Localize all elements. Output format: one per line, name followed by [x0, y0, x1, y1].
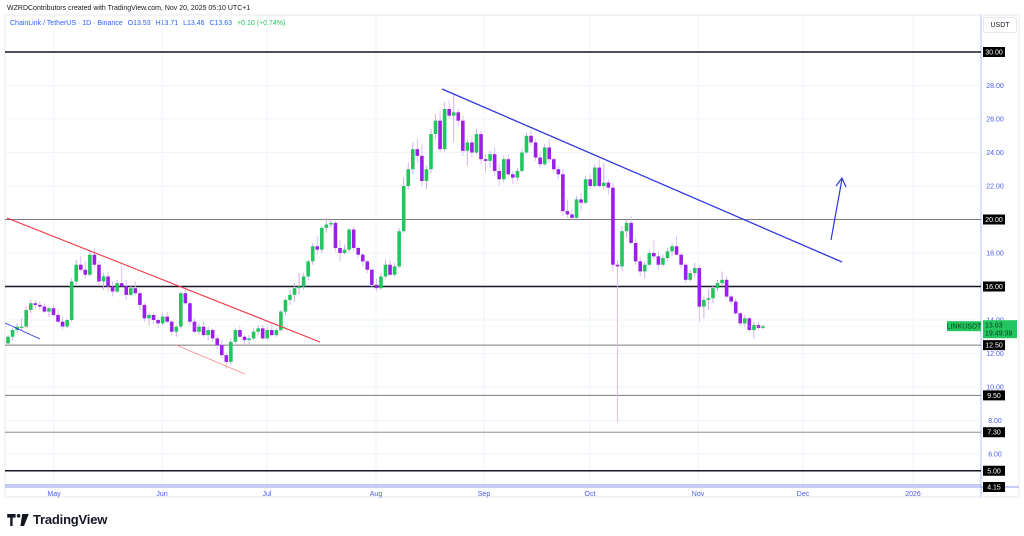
symbol-name[interactable]: ChainLink / TetherUS · 1D · Binance — [10, 20, 123, 27]
price-level-badge — [983, 465, 1005, 476]
symbol-legend: ChainLink / TetherUS · 1D · Binance O13.… — [10, 20, 288, 27]
candles — [6, 93, 765, 423]
time-axis-label: Jul — [263, 491, 272, 498]
time-axis-label: Jun — [156, 491, 167, 498]
attribution-text: WZRDContributors created with TradingVie… — [7, 5, 251, 12]
change-value: +0.10 (+0.74%) — [237, 20, 286, 27]
currency-label[interactable]: USDT — [983, 17, 1017, 33]
time-axis-label: 2026 — [905, 491, 921, 498]
price-axis-label: 24.00 — [986, 150, 1004, 157]
last-price-value: 13.63 — [985, 323, 1003, 330]
price-level-badge — [983, 390, 1005, 401]
wedge-upper-trendline[interactable] — [6, 217, 321, 343]
early-downtrend-line[interactable] — [4, 322, 41, 340]
price-level-label: 5.00 — [987, 468, 1001, 475]
symbol-badge — [947, 321, 981, 332]
tradingview-logo: TradingView — [7, 512, 107, 527]
price-axis-label: 18.00 — [986, 251, 1004, 258]
price-level-badge — [983, 481, 1005, 492]
arrow-head-icon — [835, 176, 847, 188]
open-value: O13.53 — [127, 20, 151, 27]
chart-frame — [4, 14, 1020, 498]
wedge-lower-trendline[interactable] — [175, 344, 246, 375]
price-axis-label: 8.00 — [988, 418, 1002, 425]
price-level-badge — [983, 214, 1005, 225]
price-level-badge — [983, 281, 1005, 292]
tradingview-logo-icon — [7, 513, 29, 526]
candlestick-chart[interactable]: May Jun Jul Aug Sep Oct Nov Dec 2026 28.00 26.00 24… — [0, 0, 1024, 500]
price-level-label: 20.00 — [985, 217, 1003, 224]
time-axis-label: May — [47, 491, 61, 498]
price-axis-label: 6.00 — [988, 452, 1002, 459]
price-axis-label: 26.00 — [986, 117, 1004, 124]
time-axis-label: Aug — [370, 491, 383, 498]
price-axis-label: 28.00 — [986, 83, 1004, 90]
breakout-arrow-icon[interactable] — [830, 178, 843, 241]
time-axis-label: Nov — [692, 491, 705, 498]
price-level-label: 12.50 — [985, 343, 1003, 350]
symbol-badge-label: LINKUSDT — [947, 324, 982, 331]
last-price-badge — [983, 320, 1017, 339]
price-axis-label: 12.00 — [986, 351, 1004, 358]
price-level-badge — [983, 340, 1005, 351]
time-axis-label: Oct — [585, 491, 596, 498]
close-value: C13.63 — [209, 20, 233, 27]
resistance-trendline[interactable] — [441, 88, 843, 263]
time-axis-label: Sep — [478, 491, 491, 498]
bar-countdown: 19:49:39 — [985, 331, 1012, 338]
price-level-label: 16.00 — [985, 284, 1003, 291]
price-level-badge — [983, 427, 1005, 438]
tradingview-brand: TradingView — [33, 512, 108, 527]
price-level-label: 30.00 — [985, 50, 1003, 57]
price-axis-label: 22.00 — [986, 184, 1004, 191]
price-level-label: 9.50 — [987, 393, 1001, 400]
price-axis-label: 10.00 — [986, 385, 1004, 392]
price-level-label: 7.30 — [987, 430, 1001, 437]
price-level-badge — [983, 47, 1005, 57]
low-value: L13.46 — [183, 20, 205, 27]
price-level-label: 4.15 — [987, 484, 1001, 491]
time-axis-label: Dec — [797, 491, 810, 498]
high-value: H13.71 — [155, 20, 179, 27]
